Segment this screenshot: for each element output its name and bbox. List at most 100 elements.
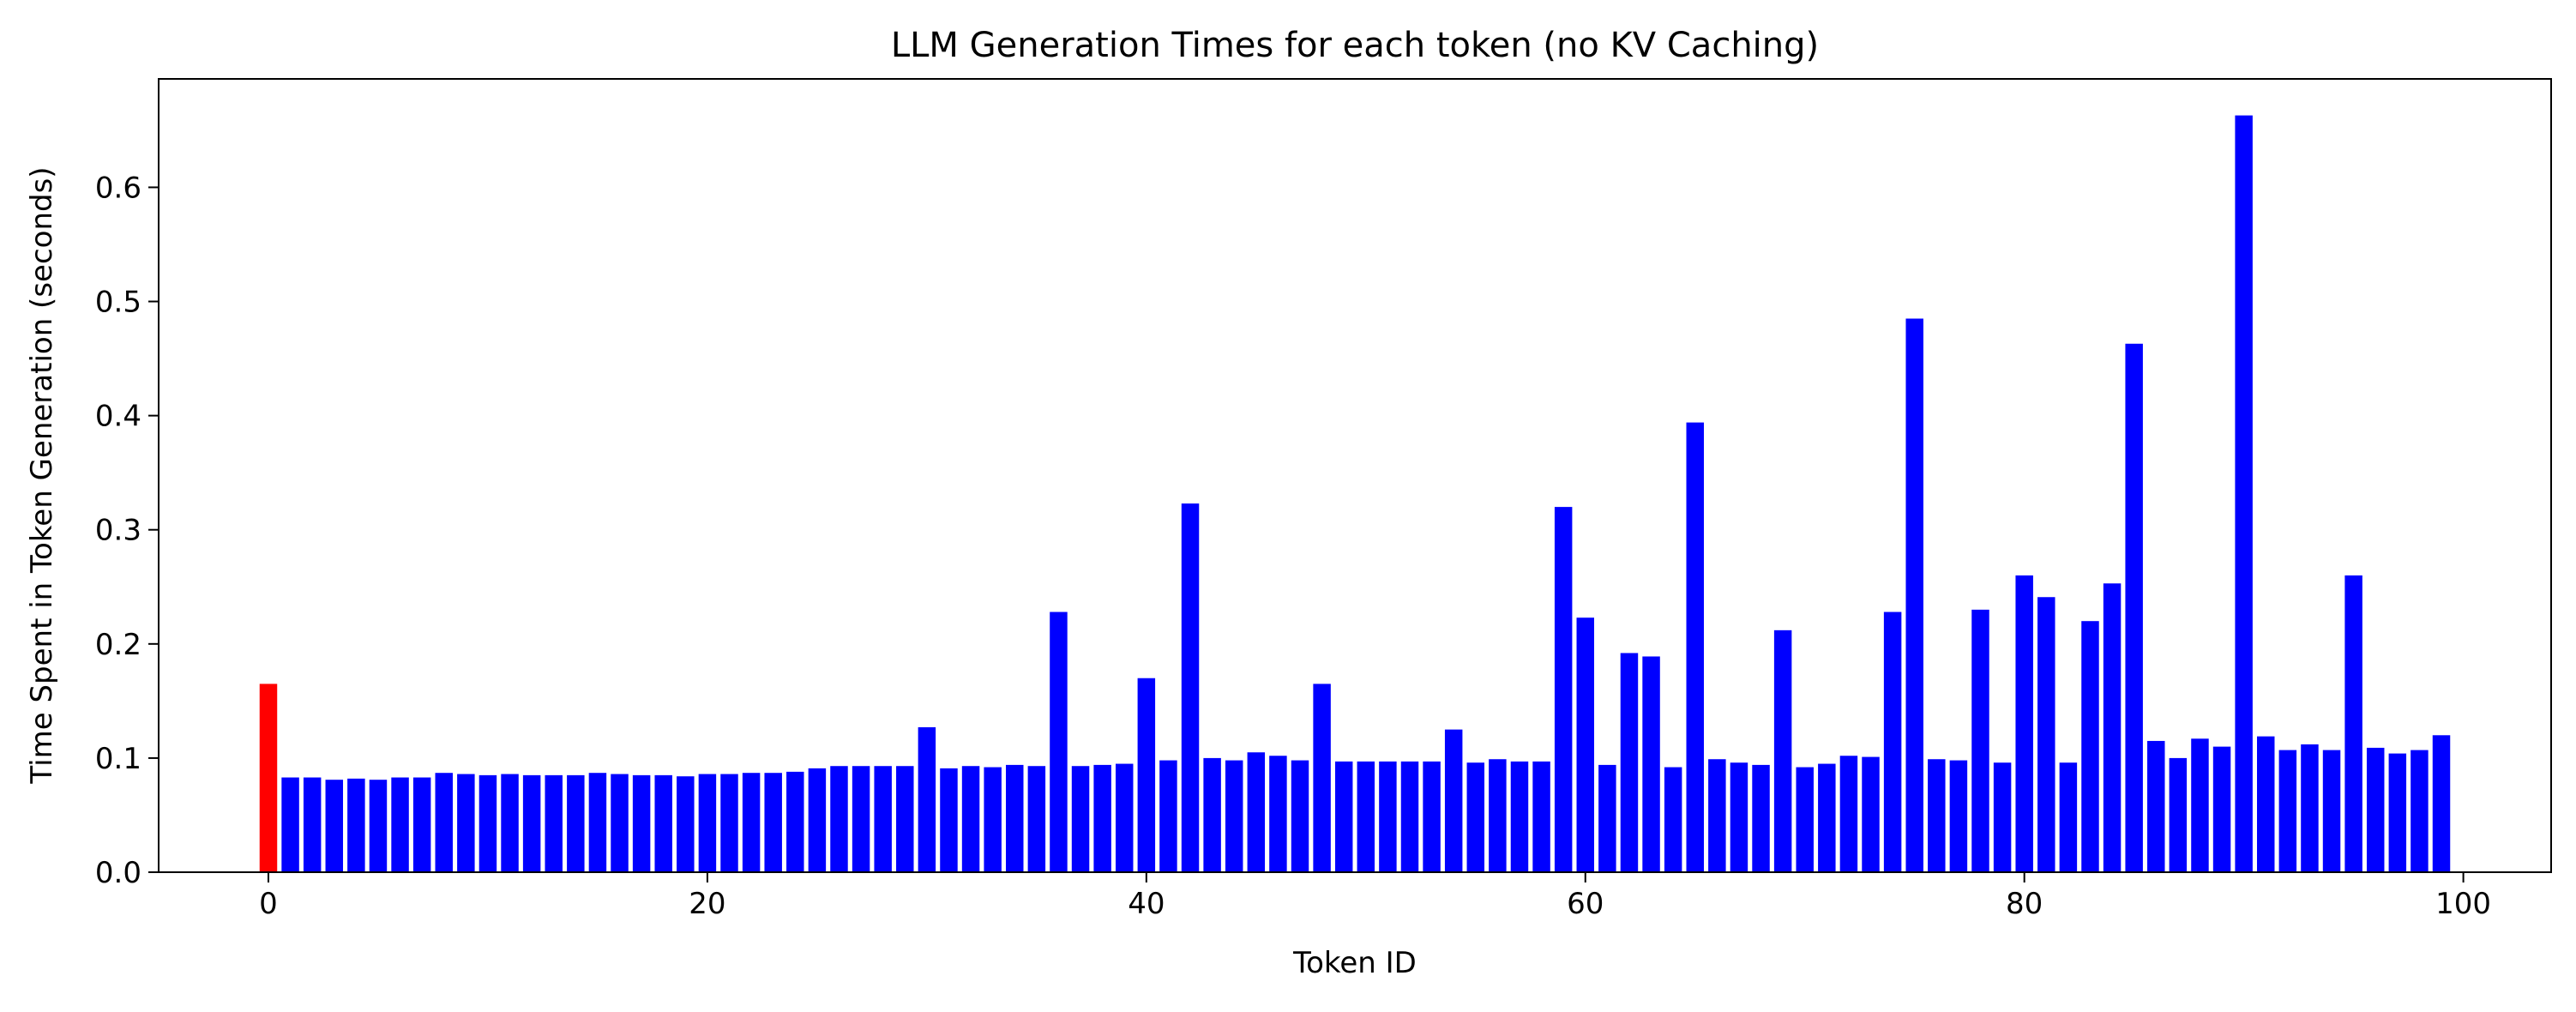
bar-token-57 xyxy=(1510,761,1529,872)
bar-token-90 xyxy=(2235,115,2253,872)
bar-token-62 xyxy=(1620,653,1639,872)
bar-token-61 xyxy=(1598,764,1616,872)
bar-token-96 xyxy=(2366,747,2385,872)
bar-token-97 xyxy=(2388,753,2407,872)
bar-token-26 xyxy=(830,766,848,872)
bars-group xyxy=(259,115,2451,872)
bar-token-31 xyxy=(940,768,958,872)
bar-token-18 xyxy=(654,774,672,872)
y-tick-label: 0.5 xyxy=(95,286,141,320)
bar-token-50 xyxy=(1357,761,1375,872)
bar-token-66 xyxy=(1708,759,1726,872)
bar-token-11 xyxy=(501,774,519,872)
chart-title: LLM Generation Times for each token (no … xyxy=(891,26,1819,65)
y-tick-label: 0.2 xyxy=(95,628,141,662)
bar-token-19 xyxy=(677,776,695,872)
bar-token-40 xyxy=(1137,678,1156,872)
bar-token-45 xyxy=(1247,752,1266,872)
bar-token-83 xyxy=(2081,621,2099,872)
bar-token-88 xyxy=(2191,738,2209,872)
bar-token-80 xyxy=(2015,575,2033,872)
bar-token-99 xyxy=(2432,735,2451,872)
bar-token-33 xyxy=(984,767,1002,872)
y-tick-label: 0.3 xyxy=(95,514,141,548)
bar-token-59 xyxy=(1554,507,1573,872)
bar-token-81 xyxy=(2037,597,2055,872)
bar-token-37 xyxy=(1071,766,1090,872)
bar-token-3 xyxy=(325,780,344,872)
bar-token-84 xyxy=(2103,583,2122,872)
bar-token-58 xyxy=(1532,761,1550,872)
bar-token-79 xyxy=(1993,762,2012,872)
x-tick-label: 80 xyxy=(2006,887,2043,921)
bar-token-72 xyxy=(1839,756,1858,872)
bar-token-21 xyxy=(720,774,738,872)
bar-token-93 xyxy=(2301,744,2319,872)
bar-token-36 xyxy=(1050,611,1068,872)
bar-token-8 xyxy=(435,773,453,872)
y-tick-label: 0.0 xyxy=(95,856,141,890)
bar-token-65 xyxy=(1686,422,1704,872)
bar-token-92 xyxy=(2278,750,2297,872)
bar-token-5 xyxy=(369,780,388,872)
bar-token-46 xyxy=(1269,756,1287,872)
bar-token-67 xyxy=(1730,762,1748,872)
y-tick-label: 0.6 xyxy=(95,171,141,205)
y-axis-label: Time Spent in Token Generation (seconds) xyxy=(25,166,59,784)
x-tick-label: 0 xyxy=(259,887,278,921)
bar-token-12 xyxy=(522,774,541,872)
bar-token-7 xyxy=(412,777,431,872)
y-tick-label: 0.4 xyxy=(95,400,141,434)
bar-token-86 xyxy=(2147,740,2165,872)
bar-token-51 xyxy=(1379,761,1397,872)
bar-token-34 xyxy=(1006,764,1024,872)
bar-token-15 xyxy=(588,773,607,872)
bar-token-42 xyxy=(1181,503,1200,872)
bar-token-1 xyxy=(281,777,299,872)
bar-token-87 xyxy=(2169,757,2188,872)
bar-token-0 xyxy=(259,684,278,872)
bar-token-89 xyxy=(2212,746,2231,872)
bar-token-76 xyxy=(1928,759,1946,872)
bar-token-16 xyxy=(611,774,629,872)
bar-token-32 xyxy=(961,766,980,872)
x-tick-label: 60 xyxy=(1567,887,1604,921)
bar-token-94 xyxy=(2322,750,2341,872)
bar-token-78 xyxy=(1971,609,1989,872)
y-tick-label: 0.1 xyxy=(95,742,141,776)
bar-token-98 xyxy=(2410,750,2429,872)
bar-token-77 xyxy=(1949,760,1968,872)
bar-token-71 xyxy=(1818,763,1836,872)
bar-token-52 xyxy=(1400,761,1419,872)
bar-token-23 xyxy=(764,773,782,872)
bar-token-56 xyxy=(1489,759,1507,872)
bar-token-13 xyxy=(545,774,563,872)
bar-token-95 xyxy=(2344,575,2362,872)
x-axis-ticks: 0 20 40 60 80 100 xyxy=(259,872,2491,921)
bar-token-29 xyxy=(896,766,914,872)
bar-token-22 xyxy=(742,773,761,872)
bar-token-63 xyxy=(1642,656,1660,872)
bar-token-38 xyxy=(1093,764,1111,872)
bar-token-48 xyxy=(1313,684,1331,872)
x-tick-label: 40 xyxy=(1128,887,1165,921)
bar-token-60 xyxy=(1576,617,1594,872)
bar-token-39 xyxy=(1116,763,1134,872)
bar-token-47 xyxy=(1291,760,1309,872)
bar-token-70 xyxy=(1796,767,1814,872)
bar-token-9 xyxy=(457,774,475,872)
bar-token-10 xyxy=(478,774,497,872)
y-axis-ticks: 0.0 0.1 0.2 0.3 0.4 0.5 0.6 xyxy=(95,171,159,890)
bar-token-74 xyxy=(1883,611,1902,872)
bar-token-30 xyxy=(918,726,936,872)
bar-token-49 xyxy=(1334,761,1353,872)
x-tick-label: 20 xyxy=(689,887,725,921)
x-axis-label: Token ID xyxy=(1292,946,1417,980)
bar-token-54 xyxy=(1444,729,1463,872)
bar-token-69 xyxy=(1773,629,1792,872)
bar-token-25 xyxy=(808,768,827,872)
bar-token-4 xyxy=(347,778,365,872)
bar-token-75 xyxy=(1905,318,1923,872)
